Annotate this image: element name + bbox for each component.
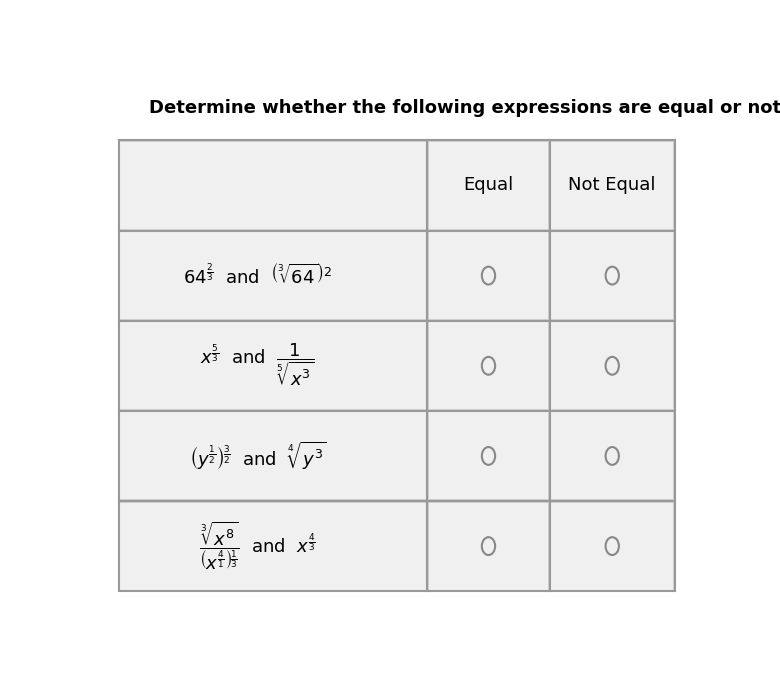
Text: $\left(y^{\frac{1}{2}}\right)^{\!\frac{3}{2}}$  and  $\sqrt[4]{y^{3}}$: $\left(y^{\frac{1}{2}}\right)^{\!\frac{3… [189, 439, 327, 472]
Bar [120, 413, 426, 499]
Bar [119, 141, 675, 591]
Bar [429, 413, 548, 499]
Bar [120, 503, 426, 590]
Bar [429, 232, 548, 319]
Text: Not Equal: Not Equal [569, 176, 656, 194]
Bar [429, 142, 548, 229]
Bar [551, 142, 673, 229]
Bar [120, 232, 426, 319]
Bar [551, 322, 673, 409]
Bar [551, 413, 673, 499]
Text: $x^{\frac{5}{3}}$  and  $\dfrac{1}{\sqrt[5]{x^{3}}}$: $x^{\frac{5}{3}}$ and $\dfrac{1}{\sqrt[5… [200, 343, 315, 389]
Bar [120, 322, 426, 409]
Bar [551, 232, 673, 319]
Bar [551, 503, 673, 590]
Text: $64^{\frac{2}{3}}$  and  $\left(\sqrt[3]{64}\right)^{2}$: $64^{\frac{2}{3}}$ and $\left(\sqrt[3]{6… [183, 263, 332, 288]
Bar [119, 141, 675, 591]
Text: Equal: Equal [463, 176, 513, 194]
Text: Determine whether the following expressions are equal or not equal.: Determine whether the following expressi… [149, 99, 780, 117]
Bar [429, 322, 548, 409]
Bar [120, 142, 426, 229]
Text: $\dfrac{\sqrt[3]{x^{8}}}{\left(x^{\frac{4}{1}}\right)^{\!\frac{1}{3}}}$  and  $x: $\dfrac{\sqrt[3]{x^{8}}}{\left(x^{\frac{… [199, 520, 316, 573]
Bar [429, 503, 548, 590]
